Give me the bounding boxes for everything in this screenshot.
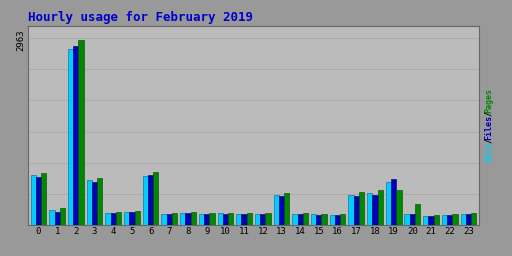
- Bar: [130, 212, 135, 225]
- Bar: [429, 216, 434, 225]
- Bar: [410, 214, 415, 225]
- Text: Pages: Pages: [484, 88, 494, 113]
- Bar: [218, 214, 223, 225]
- Bar: [330, 215, 335, 225]
- Text: Hourly usage for February 2019: Hourly usage for February 2019: [28, 12, 253, 24]
- Bar: [105, 213, 111, 225]
- Bar: [60, 208, 65, 225]
- Bar: [41, 174, 46, 225]
- Bar: [372, 195, 377, 225]
- Bar: [143, 176, 148, 225]
- Text: /: /: [484, 106, 494, 121]
- Bar: [92, 182, 97, 225]
- Bar: [391, 179, 396, 225]
- Bar: [190, 212, 196, 225]
- Bar: [180, 213, 185, 225]
- Bar: [185, 213, 190, 225]
- Bar: [247, 213, 252, 225]
- Bar: [223, 214, 228, 225]
- Bar: [135, 211, 140, 225]
- Text: /: /: [484, 133, 494, 148]
- Bar: [284, 194, 289, 225]
- Bar: [359, 191, 364, 225]
- Bar: [367, 194, 372, 225]
- Bar: [68, 49, 73, 225]
- Bar: [423, 216, 429, 225]
- Bar: [78, 40, 83, 225]
- Bar: [260, 214, 265, 225]
- Bar: [228, 213, 233, 225]
- Bar: [236, 214, 242, 225]
- Bar: [36, 177, 41, 225]
- Bar: [447, 215, 453, 225]
- Bar: [161, 214, 167, 225]
- Bar: [199, 214, 204, 225]
- Bar: [354, 196, 359, 225]
- Bar: [415, 204, 420, 225]
- Bar: [316, 215, 322, 225]
- Bar: [255, 214, 260, 225]
- Bar: [442, 215, 447, 225]
- Bar: [54, 211, 60, 225]
- Bar: [265, 213, 271, 225]
- Bar: [434, 215, 439, 225]
- Bar: [348, 195, 354, 225]
- Bar: [31, 175, 36, 225]
- Bar: [167, 214, 172, 225]
- Bar: [73, 46, 78, 225]
- Bar: [97, 178, 102, 225]
- Text: Hits: Hits: [484, 142, 494, 162]
- Bar: [386, 182, 391, 225]
- Text: Files: Files: [484, 115, 494, 140]
- Bar: [396, 190, 401, 225]
- Bar: [297, 214, 303, 225]
- Bar: [148, 175, 153, 225]
- Bar: [404, 214, 410, 225]
- Bar: [377, 190, 383, 225]
- Bar: [322, 214, 327, 225]
- Bar: [209, 213, 215, 225]
- Bar: [273, 195, 279, 225]
- Bar: [116, 212, 121, 225]
- Bar: [242, 214, 247, 225]
- Bar: [172, 213, 177, 225]
- Bar: [124, 212, 130, 225]
- Bar: [87, 180, 92, 225]
- Bar: [453, 214, 458, 225]
- Bar: [335, 215, 340, 225]
- Bar: [292, 214, 297, 225]
- Bar: [461, 214, 466, 225]
- Bar: [49, 210, 54, 225]
- Bar: [153, 172, 159, 225]
- Bar: [111, 213, 116, 225]
- Bar: [303, 213, 308, 225]
- Bar: [471, 213, 476, 225]
- Bar: [204, 214, 209, 225]
- Bar: [311, 214, 316, 225]
- Bar: [340, 214, 346, 225]
- Bar: [279, 196, 284, 225]
- Bar: [466, 214, 471, 225]
